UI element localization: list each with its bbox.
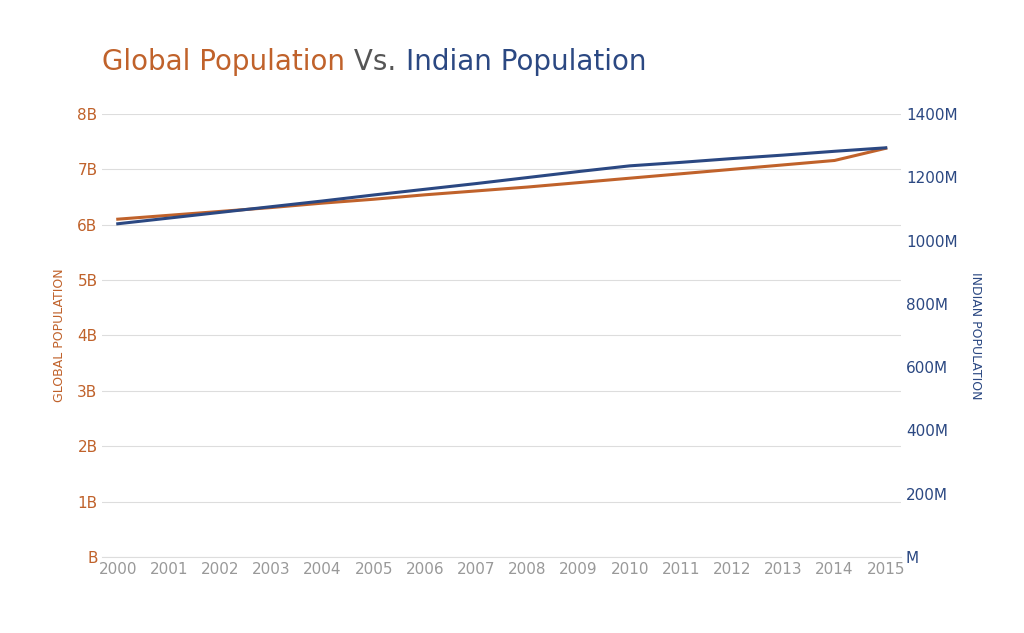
Text: Global Population: Global Population [102, 48, 345, 76]
Y-axis label: GLOBAL POPULATION: GLOBAL POPULATION [53, 268, 67, 403]
Text: Vs.: Vs. [345, 48, 406, 76]
Y-axis label: INDIAN POPULATION: INDIAN POPULATION [969, 272, 982, 399]
Text: Indian Population: Indian Population [406, 48, 646, 76]
